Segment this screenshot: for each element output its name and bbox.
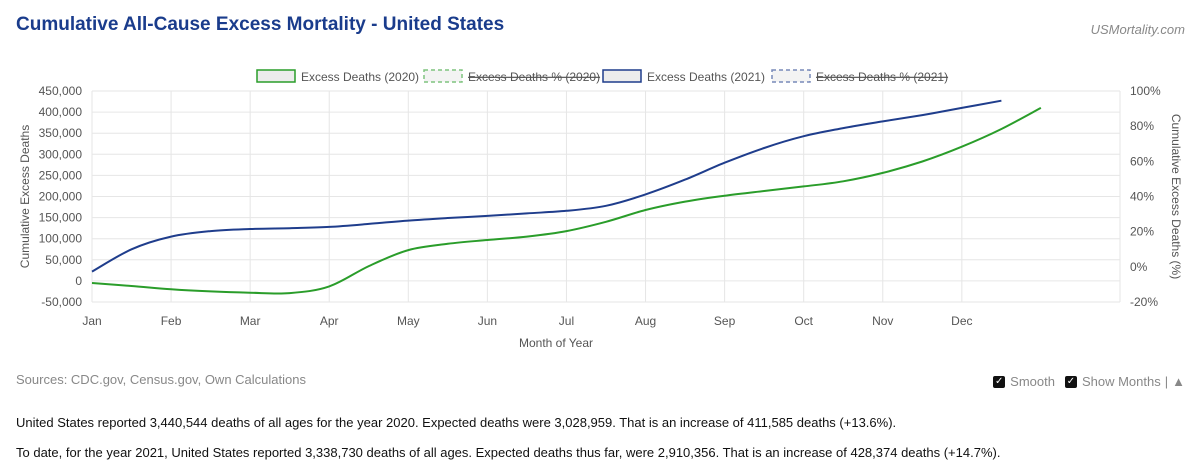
excess-mortality-chart: Excess Deaths (2020) Excess Deaths % (202… (18, 69, 1183, 350)
x-tick-label: Jun (478, 314, 497, 328)
y-tick-label: 400,000 (39, 105, 83, 119)
controls-separator: | (1164, 374, 1169, 389)
y2-tick-label: 100% (1130, 84, 1161, 98)
y-tick-label: 0 (75, 274, 82, 288)
y-tick-label: -50,000 (41, 295, 82, 309)
y-tick-label: 50,000 (45, 253, 82, 267)
smooth-checkbox[interactable]: ✓ (993, 375, 1006, 388)
summary-2021: To date, for the year 2021, United State… (16, 445, 1001, 460)
x-tick-label: Oct (794, 314, 813, 328)
y2-axis-label: Cumulative Excess Deaths (%) (1169, 114, 1183, 279)
legend-item-excess-pct-2021[interactable]: Excess Deaths % (2021) (816, 70, 948, 84)
y2-tick-label: 0% (1130, 260, 1148, 274)
legend-item-excess-2021[interactable]: Excess Deaths (2021) (647, 70, 765, 84)
y-tick-label: 450,000 (39, 84, 83, 98)
x-tick-label: Jul (559, 314, 574, 328)
show-months-label[interactable]: Show Months (1081, 374, 1161, 389)
chart-grid (91, 90, 1121, 303)
y2-tick-label: 40% (1130, 190, 1154, 204)
chart-series (91, 99, 1042, 295)
sources-text: Sources: CDC.gov, Census.gov, Own Calcul… (16, 372, 306, 387)
collapse-icon[interactable]: ▲ (1172, 374, 1185, 389)
x-axis-label: Month of Year (519, 336, 593, 350)
legend-item-excess-pct-2020[interactable]: Excess Deaths % (2020) (468, 70, 600, 84)
series-line-2021 (91, 99, 1002, 273)
x-tick-label: Mar (240, 314, 261, 328)
y2-tick-label: 20% (1130, 225, 1154, 239)
legend-item-excess-pct-2020-swatch[interactable] (423, 69, 463, 83)
legend-item-excess-2020-swatch[interactable] (256, 69, 296, 83)
brand-link[interactable]: USMortality.com (1090, 22, 1185, 37)
y2-tick-label: -20% (1130, 295, 1158, 309)
y-tick-label: 150,000 (39, 211, 83, 225)
y-tick-label: 350,000 (39, 126, 83, 140)
x-tick-label: Apr (320, 314, 339, 328)
legend-item-excess-2021-swatch[interactable] (602, 69, 642, 83)
y2-tick-label: 80% (1130, 119, 1154, 133)
x-tick-label: Aug (635, 314, 656, 328)
chart-controls: ✓ Smooth ✓ Show Months | ▲ (987, 374, 1185, 389)
legend-item-excess-2020[interactable]: Excess Deaths (2020) (301, 70, 419, 84)
smooth-label[interactable]: Smooth (1010, 374, 1055, 389)
y-axis-label: Cumulative Excess Deaths (18, 125, 32, 268)
y-tick-label: 100,000 (39, 232, 83, 246)
x-tick-label: May (397, 314, 420, 328)
x-tick-label: Dec (951, 314, 972, 328)
y-tick-label: 200,000 (39, 190, 83, 204)
legend-item-excess-pct-2021-swatch[interactable] (771, 69, 811, 83)
series-line-2020 (91, 107, 1042, 295)
chart-axes: -50,000 0 50,000 100,000 150,000 200,000 250,0… (18, 84, 1183, 350)
x-tick-label: Sep (714, 314, 736, 328)
summary-2020: United States reported 3,440,544 deaths … (16, 415, 897, 430)
x-tick-label: Jan (82, 314, 101, 328)
y-tick-label: 250,000 (39, 168, 83, 182)
y-tick-label: 300,000 (39, 147, 83, 161)
x-tick-label: Feb (161, 314, 182, 328)
show-months-checkbox[interactable]: ✓ (1064, 375, 1077, 388)
chart-legend: Excess Deaths (2020) Excess Deaths % (202… (256, 69, 948, 84)
page-title: Cumulative All-Cause Excess Mortality - … (16, 14, 505, 35)
y2-tick-label: 60% (1130, 154, 1154, 168)
x-tick-label: Nov (872, 314, 893, 328)
